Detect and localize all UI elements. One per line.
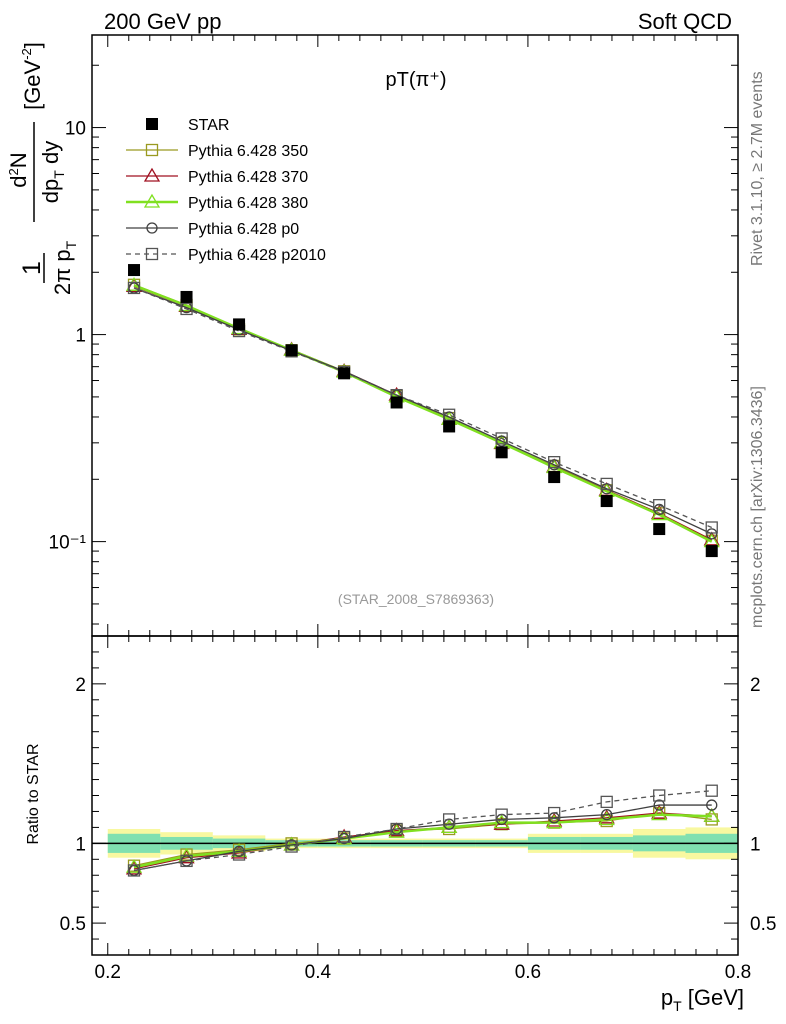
ratio-y-tick-label: 2 [75, 675, 86, 696]
y-tick-label: 1 [75, 326, 86, 347]
data-point-star [495, 446, 508, 459]
data-point-pythia-6-428-p2010 [442, 408, 456, 421]
ratio-point-pythia-6-428-370 [598, 809, 615, 824]
legend-label-star: STAR [188, 117, 229, 134]
analysis-tag: (STAR_2008_S7869363) [338, 591, 494, 607]
legend-marker-pythia-6-428-370 [143, 167, 161, 182]
ratio-point-pythia-6-428-p2010 [548, 806, 561, 820]
ratio-point-pythia-6-428-380 [651, 806, 668, 821]
x-tick-label: 0.2 [95, 962, 121, 983]
ratio-y-axis-label: Ratio to STAR [25, 743, 42, 844]
ratio-point-pythia-6-428-380 [703, 807, 720, 822]
ratio-point-pythia-6-428-p2010 [337, 830, 351, 844]
ratio-point-pythia-6-428-p2010 [285, 840, 298, 853]
svg-text:d2N: d2N [6, 152, 31, 187]
header-right: Soft QCD [638, 9, 732, 34]
ratio-point-pythia-6-428-380 [493, 814, 510, 829]
ratio-point-pythia-6-428-p2010 [127, 864, 141, 877]
svg-text:dpT dy: dpT dy [38, 141, 67, 203]
data-point-star [443, 420, 456, 433]
plot-title: pT(π⁺) [385, 69, 446, 91]
ratio-y-tick-label-right: 2 [750, 675, 761, 696]
ratio-y-tick-label-right: 0.5 [750, 914, 776, 935]
data-point-star [653, 523, 666, 536]
svg-text:1: 1 [18, 261, 46, 275]
ratio-point-pythia-6-428-p2010 [600, 795, 613, 809]
ratio-y-tick-label: 1 [75, 834, 86, 855]
data-point-pythia-6-428-p2010 [495, 432, 508, 445]
legend-marker-pythia-6-428-380 [143, 193, 161, 208]
ratio-line-pythia-6-428-p0 [133, 804, 712, 872]
ratio-point-pythia-6-428-380 [388, 823, 405, 838]
ratio-y-tick-label-right: 1 [750, 834, 761, 855]
legend-marker-pythia-6-428-350 [145, 143, 159, 157]
ratio-point-pythia-6-428-p2010 [232, 848, 246, 861]
ratio-point-pythia-6-428-380 [441, 819, 458, 834]
ratio-point-pythia-6-428-p2010 [653, 789, 666, 802]
legend-label-pythia-6-428-350: Pythia 6.428 350 [188, 143, 308, 160]
legend-marker-star [146, 118, 158, 130]
x-tick-label: 0.6 [515, 962, 541, 983]
legend-marker-pythia-6-428-p2010 [145, 247, 159, 261]
data-point-star [233, 318, 246, 331]
legend-marker-pythia-6-428-p0 [146, 222, 158, 234]
y-tick-label: 10⁻¹ [49, 533, 87, 554]
data-point-star [548, 471, 561, 484]
ratio-point-pythia-6-428-p2010 [705, 784, 718, 797]
ratio-point-pythia-6-428-p2010 [390, 822, 403, 836]
data-point-star [390, 396, 403, 409]
ratio-point-pythia-6-428-p2010 [495, 808, 508, 821]
svg-text:2π pT: 2π pT [50, 240, 79, 295]
data-point-star [285, 344, 298, 357]
y-axis-label: 1 2π pT d2N dpT dy [GeV-2] [6, 42, 79, 295]
legend-label-pythia-6-428-370: Pythia 6.428 370 [188, 169, 308, 186]
ratio-line-pythia-6-428-380 [133, 813, 712, 869]
ratio-point-pythia-6-428-p0 [653, 799, 665, 811]
series-line-pythia-6-428-370 [133, 285, 713, 541]
ratio-point-pythia-6-428-p0 [601, 808, 613, 821]
data-point-star [705, 545, 718, 558]
data-point-pythia-6-428-p2010 [600, 477, 613, 491]
ratio-point-pythia-6-428-p0 [706, 799, 718, 811]
data-point-pythia-6-428-p0 [706, 528, 718, 540]
legend-label-pythia-6-428-380: Pythia 6.428 380 [188, 195, 308, 212]
ratio-plot-frame [91, 635, 739, 956]
y-tick-label: 10 [65, 119, 86, 140]
legend-label-pythia-6-428-p0: Pythia 6.428 p0 [188, 221, 299, 238]
legend-label-pythia-6-428-p2010: Pythia 6.428 p2010 [188, 247, 326, 264]
data-point-pythia-6-428-p2010 [180, 302, 193, 316]
x-tick-label: 0.4 [305, 962, 332, 983]
x-tick-label: 0.8 [725, 962, 751, 983]
ratio-point-pythia-6-428-p2010 [442, 813, 456, 826]
data-point-star [128, 264, 141, 277]
svg-text:[GeV-2]: [GeV-2] [19, 42, 45, 110]
header-left: 200 GeV pp [104, 9, 221, 34]
ratio-point-pythia-6-428-370 [546, 812, 563, 827]
data-point-pythia-6-428-p2010 [127, 281, 141, 295]
rivet-version-label: Rivet 3.1.10, ≥ 2.7M events [749, 71, 766, 266]
mcplots-label: mcplots.cern.ch [arXiv:1306.3436] [749, 386, 766, 628]
data-point-pythia-6-428-p2010 [653, 499, 666, 512]
ratio-line-pythia-6-428-p2010 [133, 790, 712, 872]
x-axis-label: pT [GeV] [661, 985, 744, 1014]
data-point-star [180, 290, 193, 303]
series-line-pythia-6-428-p0 [133, 287, 713, 535]
ratio-point-pythia-6-428-p2010 [180, 854, 193, 868]
series-line-pythia-6-428-380 [133, 284, 713, 543]
data-point-pythia-6-428-p2010 [705, 521, 718, 534]
data-point-star [600, 495, 613, 508]
ratio-y-tick-label: 0.5 [60, 914, 86, 935]
ratio-point-pythia-6-428-370 [651, 804, 668, 819]
data-point-star [338, 367, 351, 380]
data-point-pythia-6-428-p2010 [548, 456, 561, 469]
